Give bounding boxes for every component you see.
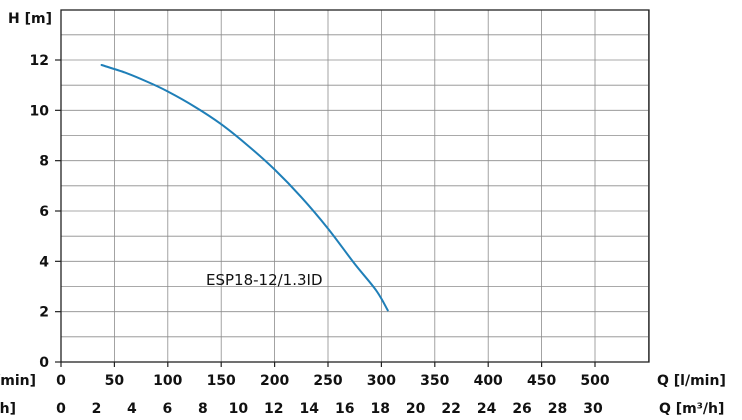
y-tick-label: 8	[39, 154, 49, 170]
x-tick-label-lpm: 450	[527, 373, 556, 389]
x-tick-label-lpm: 350	[420, 373, 449, 389]
x-tick-label-m3h: 20	[406, 401, 426, 417]
plot-frame	[60, 9, 650, 363]
x-tick-label-m3h: 14	[300, 401, 320, 417]
y-tick-label: 0	[39, 355, 49, 371]
x-tick-label-m3h: 16	[335, 401, 354, 417]
x-tick-label-m3h: 4	[127, 401, 137, 417]
x-tick-label-m3h: 6	[163, 401, 173, 417]
x-tick-label-m3h: 10	[229, 401, 249, 417]
x-tick-label-m3h: 30	[583, 401, 603, 417]
x-axis-label-lpm: Q [l/min]	[657, 373, 726, 389]
y-tick-label: 10	[30, 103, 50, 119]
x-tick-label-m3h: 0	[56, 401, 66, 417]
x-tick-label-m3h: 18	[370, 401, 389, 417]
x-tick-label-m3h: 28	[548, 401, 567, 417]
x-tick-label-m3h: 12	[264, 401, 283, 417]
y-tick-label: 2	[39, 305, 49, 321]
y-axis-label: H [m]	[8, 11, 52, 27]
x-axis-label-m3h: Q [m³/h]	[659, 401, 724, 417]
x-tick-label-m3h: 22	[441, 401, 460, 417]
x-axis-label-m3h-left: Q [m³/h]	[0, 401, 16, 417]
y-tick-label: 4	[39, 254, 49, 270]
x-tick-label-lpm: 50	[105, 373, 125, 389]
y-axis-ticks: 0 2 4 6 8 10 12	[30, 53, 61, 371]
x-tick-label-lpm: 150	[207, 373, 236, 389]
x-tick-label-m3h: 2	[92, 401, 102, 417]
x-tick-label-lpm: 400	[474, 373, 503, 389]
x-tick-label-lpm: 500	[580, 373, 609, 389]
x-tick-label-lpm: 200	[260, 373, 289, 389]
x-tick-label-lpm: 0	[56, 373, 66, 389]
x-tick-label-lpm: 300	[367, 373, 396, 389]
x-tick-label-m3h: 26	[512, 401, 531, 417]
y-tick-label: 6	[39, 204, 49, 220]
grid	[61, 10, 649, 363]
x-tick-label-m3h: 24	[477, 401, 497, 417]
x-axis-ticks-m3h: 0 2 4 6 8 10 12 14 16 18 20 22 24 26 28 30	[56, 401, 603, 417]
x-axis-ticks-lpm: 0 50 100 150 200 250 300 350 400 450 500	[56, 362, 610, 389]
x-tick-label-lpm: 250	[313, 373, 342, 389]
y-tick-label: 12	[30, 53, 49, 69]
x-axis-label-lpm-left: Q [l/min]	[0, 373, 36, 389]
series-line	[100, 64, 389, 312]
x-tick-label-m3h: 8	[198, 401, 208, 417]
x-tick-label-lpm: 100	[153, 373, 182, 389]
series-label: ESP18-12/1.3ID	[206, 271, 323, 289]
